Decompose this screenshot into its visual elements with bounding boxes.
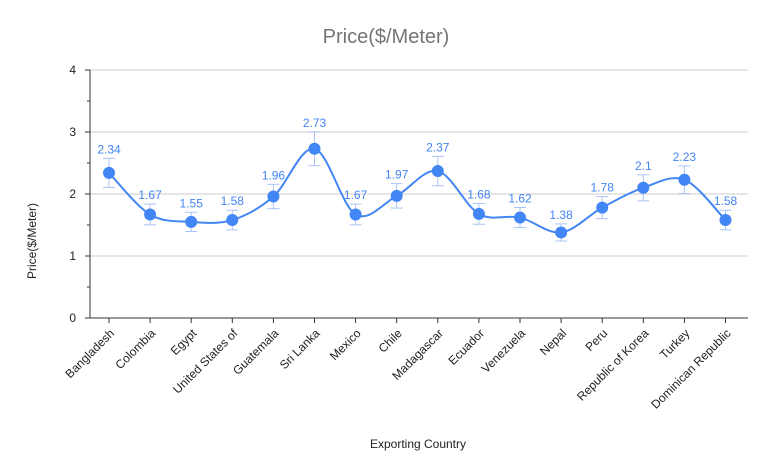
- y-tick-label: 0: [69, 311, 76, 325]
- data-point: [185, 215, 198, 228]
- data-point: [267, 190, 280, 203]
- data-label: 1.38: [549, 208, 573, 222]
- x-tick-label: Nepal: [537, 326, 569, 358]
- x-tick-label: Turkey: [657, 326, 693, 362]
- data-label: 1.55: [180, 196, 204, 210]
- data-points: [103, 142, 732, 239]
- y-tick-label: 1: [69, 249, 76, 263]
- chart-title: Price($/Meter): [323, 26, 450, 48]
- x-tick-label: Peru: [582, 326, 610, 354]
- data-point: [678, 173, 691, 186]
- x-tick-label: Sri Lanka: [277, 326, 323, 372]
- x-tick-label: Ecuador: [446, 326, 488, 368]
- x-tick-label: Egypt: [168, 326, 200, 358]
- y-axis-title: Price($/Meter): [25, 203, 39, 279]
- data-point: [103, 166, 115, 179]
- data-label: 2.34: [97, 142, 121, 156]
- y-axis: 0 1 2 3 4: [69, 63, 91, 325]
- data-label: 2.23: [673, 150, 697, 164]
- data-point: [514, 211, 526, 224]
- x-tick-label: Bangladesh: [62, 326, 117, 381]
- x-tick-label: Republic of Korea: [574, 326, 652, 404]
- data-point: [555, 226, 568, 239]
- data-point: [637, 181, 650, 194]
- data-labels: 2.34 1.67 1.55 1.58 1.96 2.73 1.67 1.97 2.37 1.68…: [97, 116, 737, 222]
- data-point: [390, 189, 403, 202]
- error-bars: [103, 131, 732, 242]
- data-point: [719, 214, 732, 227]
- data-label: 2.73: [303, 116, 327, 130]
- data-label: 1.58: [714, 194, 738, 208]
- data-point: [472, 207, 485, 220]
- data-point: [226, 214, 239, 227]
- data-point: [144, 208, 157, 221]
- data-label: 1.67: [138, 188, 162, 202]
- data-point: [308, 142, 321, 155]
- x-tick-label: Venezuela: [479, 326, 529, 376]
- data-label: 2.37: [426, 140, 450, 154]
- x-axis-title: Exporting Country: [370, 437, 466, 451]
- data-label: 1.97: [385, 168, 409, 182]
- data-label: 1.68: [467, 187, 491, 201]
- y-tick-label: 4: [69, 63, 76, 77]
- x-tick-label: Chile: [376, 326, 405, 355]
- x-tick-label: Dominican Republic: [648, 326, 733, 411]
- data-point: [596, 201, 609, 214]
- y-tick-label: 3: [69, 125, 76, 139]
- series-line: [108, 147, 727, 234]
- data-label: 2.1: [635, 159, 652, 173]
- x-tick-label: Mexico: [327, 326, 364, 363]
- data-point: [431, 165, 444, 178]
- gridlines: [90, 69, 748, 257]
- x-tick-label: Colombia: [112, 326, 158, 372]
- data-point: [349, 208, 362, 221]
- data-label: 1.96: [262, 168, 286, 182]
- data-label: 1.67: [344, 188, 368, 202]
- data-label: 1.78: [591, 181, 615, 195]
- data-label: 1.62: [508, 192, 532, 206]
- data-label: 1.58: [221, 194, 245, 208]
- y-tick-label: 2: [69, 187, 76, 201]
